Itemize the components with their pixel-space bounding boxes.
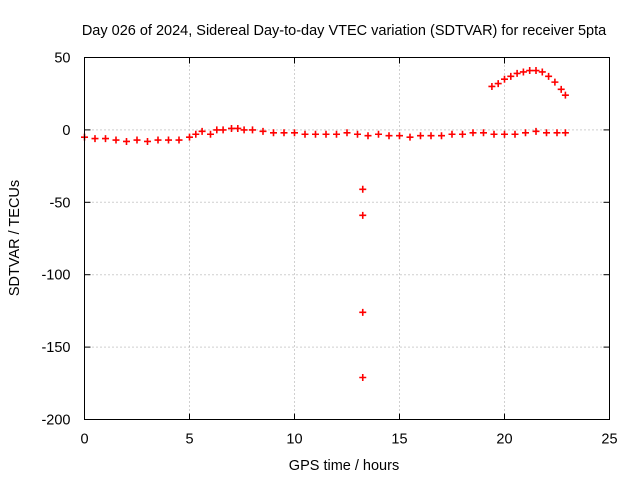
data-point (538, 68, 546, 76)
data-point (219, 126, 227, 134)
data-point (249, 126, 256, 134)
data-point (343, 129, 351, 137)
y-tick-label: 50 (54, 51, 70, 67)
data-point (207, 130, 214, 138)
x-tick-label: 0 (80, 432, 88, 448)
data-point (438, 132, 445, 140)
data-point (532, 127, 540, 135)
data-point (112, 136, 120, 144)
data-point (459, 130, 466, 138)
data-point (545, 72, 553, 80)
y-tick-labels: 50 0 -50 -100 -150 -200 (41, 51, 70, 429)
data-point (133, 136, 141, 144)
data-point (417, 132, 424, 140)
data-point (333, 130, 340, 138)
data-marks (81, 67, 569, 382)
x-tick-label: 10 (286, 432, 302, 448)
data-point (561, 129, 569, 137)
data-point (557, 85, 565, 93)
data-point (522, 129, 529, 137)
data-point (406, 133, 414, 141)
y-tick-label: 0 (62, 123, 70, 139)
data-point (354, 130, 361, 138)
plot-frame (84, 57, 610, 420)
data-point (91, 135, 99, 143)
x-tick-label: 15 (391, 432, 407, 448)
data-point (175, 136, 183, 144)
x-axis-label: GPS time / hours (289, 458, 399, 474)
data-point (144, 137, 151, 145)
data-point (291, 129, 298, 137)
data-point (519, 68, 527, 76)
data-point (102, 135, 109, 143)
chart-title: Day 026 of 2024, Sidereal Day-to-day VTE… (82, 23, 607, 39)
data-point (488, 82, 496, 90)
data-point (385, 132, 393, 140)
data-point (561, 91, 569, 99)
data-point (213, 126, 221, 134)
x-tick-label: 25 (601, 432, 617, 448)
data-point (501, 130, 508, 138)
y-tick-label: -150 (41, 340, 70, 356)
data-point (123, 137, 130, 145)
data-point (165, 136, 172, 144)
data-point (532, 67, 540, 75)
y-axis-label: SDTVAR / TECUs (7, 180, 23, 296)
axis-ticks (84, 57, 610, 420)
data-point (396, 132, 403, 140)
data-point (501, 75, 508, 83)
data-point (551, 78, 559, 86)
data-point (490, 130, 498, 138)
data-point (553, 129, 561, 137)
x-tick-label: 5 (185, 432, 193, 448)
y-tick-label: -200 (41, 413, 70, 429)
data-point (234, 124, 242, 132)
data-point (270, 129, 277, 137)
data-point (507, 72, 515, 80)
data-point (469, 129, 477, 137)
data-point (322, 130, 330, 138)
data-point (513, 69, 521, 77)
data-point (359, 374, 367, 382)
data-point (511, 130, 519, 138)
data-point (359, 211, 367, 219)
series-outliers (359, 185, 367, 382)
data-point (494, 80, 502, 88)
data-point (192, 130, 200, 138)
series-main-band (81, 124, 569, 145)
data-point (448, 130, 456, 138)
data-point (359, 185, 367, 193)
x-tick-label: 20 (496, 432, 512, 448)
data-point (480, 129, 487, 137)
data-point (154, 136, 162, 144)
data-point (375, 130, 382, 138)
data-point (359, 308, 367, 316)
data-point (228, 124, 235, 132)
data-point (259, 127, 267, 135)
y-tick-label: -50 (50, 195, 71, 211)
y-tick-label: -100 (41, 268, 70, 284)
data-point (543, 129, 550, 137)
data-point (198, 127, 206, 135)
data-point (301, 130, 309, 138)
x-tick-labels: 0 5 10 15 20 25 (80, 432, 617, 448)
data-point (312, 130, 319, 138)
data-point (240, 126, 248, 134)
data-point (526, 67, 534, 75)
series-upper-arc (488, 67, 569, 99)
data-point (280, 129, 288, 137)
data-point (186, 133, 193, 141)
data-point (364, 132, 372, 140)
data-point (427, 132, 435, 140)
grid-lines (84, 57, 610, 420)
